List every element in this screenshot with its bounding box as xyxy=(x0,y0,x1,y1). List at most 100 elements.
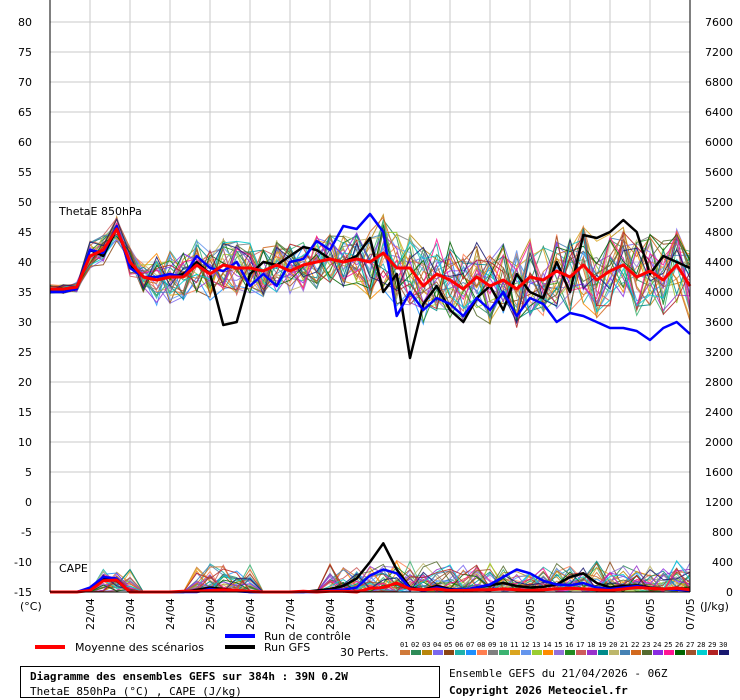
right-tick-label: 3600 xyxy=(705,316,733,329)
x-tick-label: 04/05 xyxy=(564,598,577,630)
legend-pert-number: 19 xyxy=(598,641,606,649)
x-tick-label: 05/05 xyxy=(604,598,617,630)
legend-pert-swatch xyxy=(686,650,696,655)
right-tick-label: 7600 xyxy=(705,16,733,29)
legend-pert-number: 26 xyxy=(675,641,683,649)
legend-pert-number: 18 xyxy=(587,641,595,649)
panel-label-thetae: ThetaE 850hPa xyxy=(58,205,142,218)
x-tick-label: 29/04 xyxy=(364,598,377,630)
legend-pert-swatch xyxy=(565,650,575,655)
series-line-1 xyxy=(50,212,691,342)
legend-pert-number: 27 xyxy=(686,641,694,649)
right-tick-label: 3200 xyxy=(705,346,733,359)
legend-pert-swatch xyxy=(675,650,685,655)
legend-pert-number: 28 xyxy=(697,641,705,649)
right-tick-label: 400 xyxy=(712,556,733,569)
x-tick-label: 25/04 xyxy=(204,598,217,630)
left-tick-label: -15 xyxy=(14,586,32,599)
legend-pert-swatch xyxy=(642,650,652,655)
legend-pert-number: 01 xyxy=(400,641,408,649)
right-tick-label: 4800 xyxy=(705,226,733,239)
left-tick-label: -10 xyxy=(14,556,32,569)
legend-pert-number: 13 xyxy=(532,641,540,649)
x-tick-label: 23/04 xyxy=(124,598,137,630)
pert-line-30 xyxy=(49,217,691,325)
legend-pert-swatch xyxy=(697,650,707,655)
pert-line-18 xyxy=(49,233,691,324)
left-tick-label: 70 xyxy=(18,76,32,89)
legend-pert-swatch xyxy=(400,650,410,655)
legend-label-mean: Moyenne des scénarios xyxy=(75,641,204,654)
left-tick-label: 10 xyxy=(18,436,32,449)
legend-pert-number: 06 xyxy=(455,641,463,649)
legend-pert-swatch xyxy=(609,650,619,655)
legend-pert-swatch xyxy=(510,650,520,655)
legend-pert-number: 24 xyxy=(653,641,661,649)
x-tick-label: 30/04 xyxy=(404,598,417,630)
legend-pert-number: 20 xyxy=(609,641,617,649)
legend-pert-swatch xyxy=(576,650,586,655)
legend-pert-swatch xyxy=(521,650,531,655)
left-tick-label: 40 xyxy=(18,256,32,269)
legend-label-perts: 30 Perts. xyxy=(340,646,389,659)
legend-pert-swatch xyxy=(499,650,509,655)
copyright: Copyright 2026 Meteociel.fr xyxy=(449,684,628,697)
x-tick-label: 02/05 xyxy=(484,598,497,630)
left-tick-label: 75 xyxy=(18,46,32,59)
x-tick-label: 24/04 xyxy=(164,598,177,630)
right-tick-label: 4000 xyxy=(705,286,733,299)
legend-pert-number: 16 xyxy=(565,641,573,649)
legend-pert-number: 22 xyxy=(631,641,639,649)
left-tick-label: 55 xyxy=(18,166,32,179)
left-tick-label: 60 xyxy=(18,136,32,149)
legend-pert-swatch xyxy=(455,650,465,655)
left-tick-label: 25 xyxy=(18,346,32,359)
right-tick-label: 2000 xyxy=(705,436,733,449)
footer-subtitle: ThetaE 850hPa (°C) , CAPE (J/kg) xyxy=(30,685,242,698)
legend-label-control: Run de contrôle xyxy=(264,630,351,643)
x-tick-label: 01/05 xyxy=(444,598,457,630)
legend-pert-number: 04 xyxy=(433,641,441,649)
chart-legend: Moyenne des scénarios Run de contrôleRun … xyxy=(35,630,729,659)
pert-line-22 xyxy=(49,216,691,322)
footer-title: Diagramme des ensembles GEFS sur 384h : … xyxy=(30,670,348,683)
perturbation-lines xyxy=(49,213,691,328)
legend-label-gfs: Run GFS xyxy=(264,641,310,654)
legend-pert-number: 02 xyxy=(411,641,419,649)
pert-line-26 xyxy=(49,224,691,323)
left-tick-label: 20 xyxy=(18,376,32,389)
x-tick-label: 06/05 xyxy=(644,598,657,630)
legend-pert-number: 09 xyxy=(488,641,496,649)
legend-pert-swatch xyxy=(433,650,443,655)
x-tick-label: 07/05 xyxy=(684,598,697,630)
legend-pert-swatch xyxy=(664,650,674,655)
legend-pert-number: 07 xyxy=(466,641,474,649)
legend-pert-number: 17 xyxy=(576,641,584,649)
panel-label-cape: CAPE xyxy=(59,562,88,575)
left-tick-label: 0 xyxy=(25,496,32,509)
left-tick-label: 45 xyxy=(18,226,32,239)
left-axis-unit: (°C) xyxy=(20,600,42,613)
x-tick-label: 27/04 xyxy=(284,598,297,630)
run-info: Ensemble GEFS du 21/04/2026 - 06Z xyxy=(449,667,668,680)
left-tick-label: 30 xyxy=(18,316,32,329)
legend-pert-number: 25 xyxy=(664,641,672,649)
legend-pert-number: 10 xyxy=(499,641,507,649)
left-tick-label: 5 xyxy=(25,466,32,479)
x-tick-label: 26/04 xyxy=(244,598,257,630)
legend-pert-swatch xyxy=(653,650,663,655)
right-tick-label: 800 xyxy=(712,526,733,539)
legend-pert-swatch xyxy=(488,650,498,655)
right-tick-label: 7200 xyxy=(705,46,733,59)
right-axis-unit: (J/kg) xyxy=(700,600,729,613)
pert-line-14 xyxy=(49,229,691,317)
left-tick-label: -5 xyxy=(21,526,32,539)
legend-pert-number: 05 xyxy=(444,641,452,649)
right-tick-label: 5600 xyxy=(705,166,733,179)
x-tick-label: 22/04 xyxy=(84,598,97,630)
legend-pert-swatch xyxy=(422,650,432,655)
legend-pert-number: 14 xyxy=(543,641,551,649)
right-tick-label: 1600 xyxy=(705,466,733,479)
